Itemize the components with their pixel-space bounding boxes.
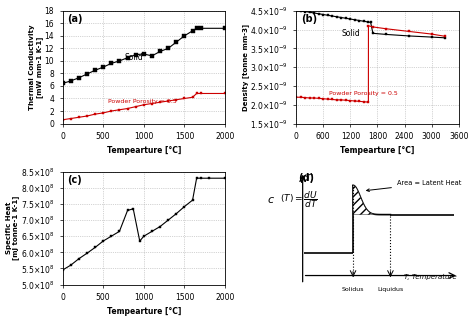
Text: Liquidus: Liquidus xyxy=(377,287,403,292)
Y-axis label: Density [tonne mm-3]: Density [tonne mm-3] xyxy=(242,24,249,111)
Text: (a): (a) xyxy=(67,14,83,24)
Text: (c): (c) xyxy=(67,175,82,185)
Text: Powder Porosity = 0.5: Powder Porosity = 0.5 xyxy=(108,99,177,104)
Text: (d): (d) xyxy=(298,173,314,183)
Text: Solidus: Solidus xyxy=(342,287,365,292)
Text: T, Temperature: T, Temperature xyxy=(404,274,457,280)
Y-axis label: Specific Heat
[mJ tonne-1 K-1]: Specific Heat [mJ tonne-1 K-1] xyxy=(6,196,19,260)
Text: Solid: Solid xyxy=(124,53,143,62)
Text: $c$: $c$ xyxy=(267,195,275,205)
Text: (b): (b) xyxy=(301,14,317,24)
Text: $(T) = \dfrac{dU}{dT}$: $(T) = \dfrac{dU}{dT}$ xyxy=(280,190,318,210)
Text: Area = Latent Heat: Area = Latent Heat xyxy=(367,180,461,192)
Text: Solid: Solid xyxy=(342,29,360,38)
X-axis label: Tempearture [°C]: Tempearture [°C] xyxy=(107,308,181,317)
Text: Powder Porosity = 0.5: Powder Porosity = 0.5 xyxy=(328,91,397,96)
X-axis label: Tempearture [°C]: Tempearture [°C] xyxy=(340,147,415,156)
Y-axis label: Thermal Conductivity
[mW mm-1 K-1]: Thermal Conductivity [mW mm-1 K-1] xyxy=(29,24,43,110)
X-axis label: Tempearture [°C]: Tempearture [°C] xyxy=(107,147,181,156)
Text: c(T): c(T) xyxy=(300,174,314,183)
